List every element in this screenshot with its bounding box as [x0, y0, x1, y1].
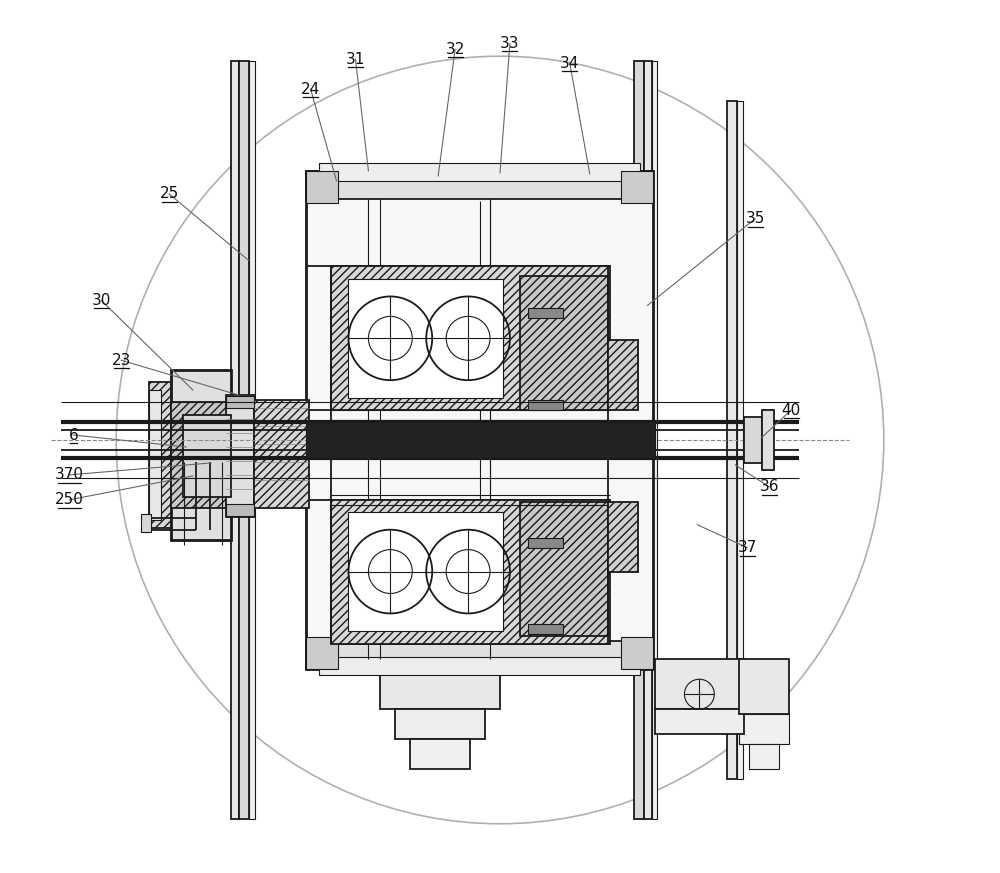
Text: 37: 37	[738, 540, 757, 555]
Bar	[254, 400, 309, 508]
Bar	[621, 171, 653, 203]
Text: 250: 250	[55, 492, 84, 507]
Text: 33: 33	[500, 36, 520, 51]
Text: 370: 370	[55, 467, 84, 483]
Bar	[608, 502, 638, 572]
Bar	[739, 714, 789, 744]
Bar	[634, 61, 644, 819]
Bar	[348, 512, 503, 631]
Bar	[528, 624, 563, 635]
Bar	[520, 276, 608, 410]
Text: 25: 25	[159, 186, 179, 202]
Bar	[737, 101, 743, 779]
Bar	[410, 739, 470, 769]
Text: 6: 6	[68, 428, 78, 443]
Bar	[520, 502, 608, 636]
Bar	[331, 265, 610, 410]
Text: 24: 24	[301, 81, 320, 97]
Bar	[306, 171, 338, 203]
Bar	[226, 396, 254, 408]
Bar	[306, 637, 338, 670]
Bar	[528, 538, 563, 547]
Bar	[528, 308, 563, 319]
Text: 40: 40	[781, 402, 801, 417]
Text: 36: 36	[759, 479, 779, 494]
Bar	[608, 340, 638, 410]
Bar	[231, 61, 239, 819]
Bar	[183, 415, 231, 497]
Bar	[171, 402, 231, 508]
Bar	[739, 659, 789, 714]
Bar	[727, 101, 737, 779]
Bar	[141, 513, 151, 532]
Bar	[306, 171, 653, 199]
Bar	[744, 417, 762, 463]
Text: 35: 35	[745, 211, 765, 226]
Bar	[528, 400, 563, 410]
Bar	[149, 390, 161, 519]
Text: 30: 30	[92, 293, 111, 308]
Bar	[306, 642, 653, 670]
Bar	[655, 709, 744, 734]
Bar	[652, 61, 657, 819]
Bar	[655, 659, 744, 709]
Text: 23: 23	[112, 353, 131, 368]
Bar	[149, 382, 171, 527]
Bar	[621, 637, 653, 670]
Bar	[319, 657, 640, 675]
Bar	[226, 504, 254, 516]
Bar	[762, 410, 774, 470]
Text: 31: 31	[346, 52, 365, 66]
Bar	[348, 278, 503, 398]
Bar	[306, 171, 653, 670]
Bar	[249, 61, 255, 819]
Text: 34: 34	[560, 56, 579, 71]
Bar	[171, 370, 231, 540]
Bar	[306, 422, 655, 458]
Bar	[226, 395, 254, 517]
Bar	[380, 670, 500, 709]
Text: 32: 32	[445, 42, 465, 57]
Bar	[644, 61, 652, 819]
Bar	[239, 61, 249, 819]
Bar	[395, 709, 485, 739]
Bar	[319, 163, 640, 181]
Bar	[331, 500, 610, 644]
Bar	[749, 744, 779, 769]
